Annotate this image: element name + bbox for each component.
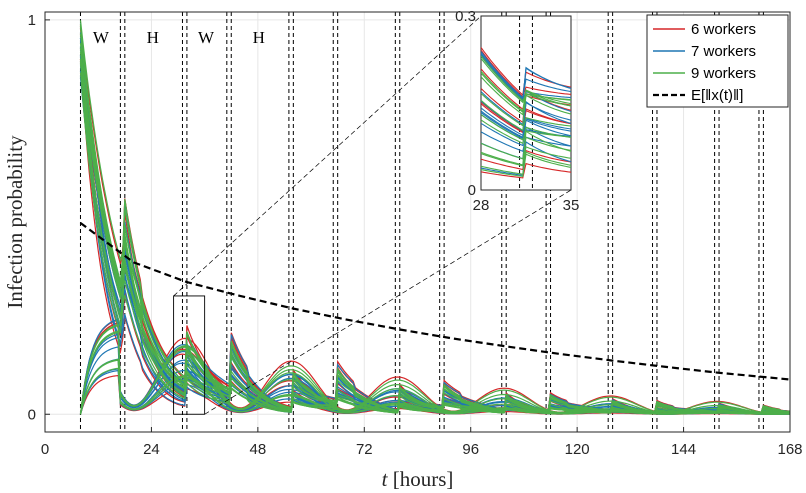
- phase-label: W: [93, 28, 110, 47]
- trajectory-9-workers: [79, 72, 790, 414]
- inset-trajectory: [481, 49, 571, 98]
- legend-label: 7 workers: [691, 43, 756, 60]
- inset-trajectory: [481, 119, 571, 145]
- trajectory-9-workers: [79, 20, 790, 415]
- legend-label: E[‖x(t)‖]: [691, 87, 743, 104]
- inset-trajectory: [481, 70, 571, 112]
- x-tick-label: 168: [777, 441, 802, 458]
- x-tick-label: 72: [356, 441, 373, 458]
- inset-trajectory: [481, 100, 571, 139]
- inset-trajectory: [481, 99, 571, 132]
- expected-norm-curve: [79, 222, 791, 381]
- trajectory-group: [79, 20, 790, 415]
- inset-trajectory: [481, 103, 571, 134]
- zoom-box: [173, 295, 206, 415]
- legend-label: 9 workers: [691, 65, 756, 82]
- inset-trajectory: [481, 162, 571, 179]
- inset-trajectory: [481, 100, 571, 132]
- inset-y-tick-label: 0.3: [455, 8, 476, 25]
- legend-label: 6 workers: [691, 21, 756, 38]
- x-tick-label: 120: [565, 441, 590, 458]
- zoom-connector: [173, 15, 482, 297]
- inset-trajectory: [481, 92, 571, 127]
- inset-y-tick-label: 0: [468, 182, 476, 199]
- x-tick-label: 48: [250, 441, 267, 458]
- inset-trajectory: [481, 146, 571, 167]
- x-tick-label: 24: [143, 441, 160, 458]
- trajectory-rising-9-workers: [79, 359, 790, 415]
- x-tick-label: 144: [671, 441, 696, 458]
- inset-trajectory: [481, 140, 571, 176]
- inset-x-tick-label: 35: [563, 197, 580, 214]
- inset-x-tick-label: 28: [473, 197, 490, 214]
- inset-trajectory: [481, 55, 571, 102]
- y-axis-label: Infection probability: [3, 135, 27, 309]
- phase-label: W: [198, 28, 215, 47]
- inset-trajectory: [481, 51, 571, 99]
- inset-trajectory: [481, 130, 571, 166]
- inset-trajectories: [481, 47, 571, 179]
- y-tick-label: 1: [28, 12, 36, 29]
- legend-box: [646, 14, 789, 108]
- trajectory-9-workers: [79, 48, 790, 414]
- y-tick-label: 0: [28, 406, 36, 423]
- x-axis-label: t [hours]: [382, 467, 454, 491]
- phase-label: H: [147, 28, 159, 47]
- inset-trajectory: [481, 136, 571, 160]
- axes-frame: [44, 11, 791, 433]
- x-tick-label: 96: [462, 441, 479, 458]
- inset-trajectory: [481, 149, 571, 171]
- x-tick-label: 0: [41, 441, 49, 458]
- phase-label: H: [253, 28, 265, 47]
- inset-trajectory: [481, 151, 571, 175]
- inset-trajectory: [481, 54, 571, 101]
